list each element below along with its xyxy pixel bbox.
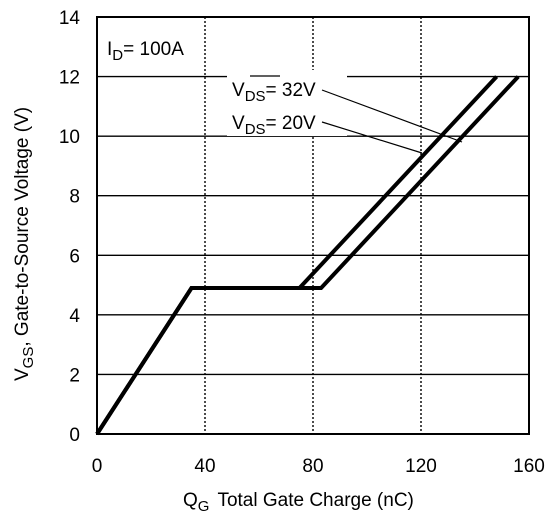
series-line-1 (95, 75, 520, 436)
y-tick-label-14: 14 (59, 8, 81, 29)
y-tick-label-6: 6 (69, 246, 80, 267)
legend-box (227, 70, 347, 136)
x-tick-label-0: 0 (92, 456, 103, 477)
x-axis-label: QG Total Gate Charge (nC) (183, 490, 414, 515)
leader-line-20v (321, 121, 423, 154)
leader-line-32v (321, 89, 463, 143)
annotation-box (101, 30, 189, 64)
y-tick-label-0: 0 (69, 425, 80, 446)
y-tick-label-12: 12 (59, 68, 80, 89)
y-axis-label: VGS, Gate-to-Source Voltage (V) (12, 107, 37, 381)
y-tick-label-8: 8 (69, 187, 80, 208)
series-lines (95, 75, 520, 436)
x-tick-label-40: 40 (194, 456, 215, 477)
y-tick-label-4: 4 (69, 306, 80, 327)
tick-labels: 0 2 4 6 8 10 12 14 0 40 80 120 160 (59, 8, 545, 477)
x-tick-label-120: 120 (405, 456, 437, 477)
series-label-20v: VDS= 20V (232, 113, 316, 138)
series-label-32v: VDS= 32V (232, 80, 316, 105)
plot-frame (96, 16, 530, 435)
y-tick-label-10: 10 (59, 127, 80, 148)
x-tick-label-160: 160 (513, 456, 545, 477)
annotation-id: ID= 100A (107, 39, 184, 64)
y-tick-label-2: 2 (69, 365, 80, 386)
x-tick-label-80: 80 (302, 456, 323, 477)
